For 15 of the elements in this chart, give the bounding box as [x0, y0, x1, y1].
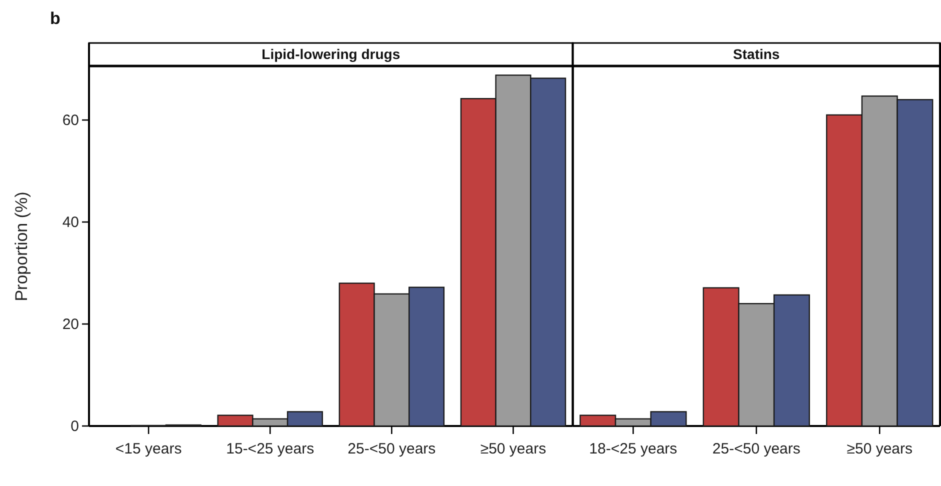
chart-title: Lipid-lowering drugs [262, 46, 400, 62]
y-tick-label: 60 [62, 112, 79, 129]
text: b [50, 9, 60, 28]
x-tick-label: ≥50 years [480, 440, 546, 458]
x-tick-label: 15-<25 years [226, 440, 314, 458]
x-tick-label: ≥50 years [846, 440, 912, 458]
x-tick-label: 25-<50 years [712, 440, 800, 458]
y-tick-label: 0 [70, 418, 79, 435]
y-tick-label: 20 [62, 316, 79, 333]
x-tick-label: <15 years [115, 440, 182, 458]
x-tick-label: 25-<50 years [348, 440, 436, 458]
x-tick-label: 18-<25 years [589, 440, 678, 458]
y-tick-label: 40 [62, 214, 79, 231]
chart-title: Statins [733, 46, 780, 62]
y-axis-title: Proportion (%) [12, 192, 31, 302]
